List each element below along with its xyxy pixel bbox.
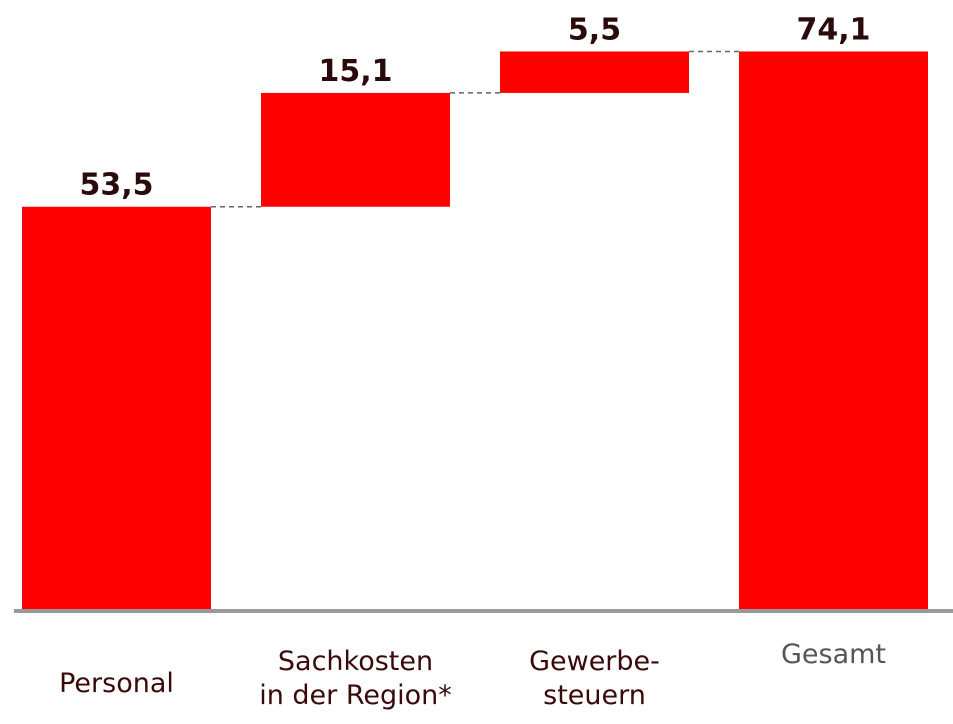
value-label: 53,5 bbox=[79, 168, 153, 203]
x-tick-label: Gesamt bbox=[780, 639, 887, 670]
x-tick-label: Personal bbox=[59, 668, 174, 699]
value-label: 5,5 bbox=[568, 12, 621, 47]
bar bbox=[261, 92, 450, 207]
x-tick-label: Gewerbe- steuern bbox=[529, 646, 660, 711]
bar bbox=[739, 51, 928, 610]
value-label: 74,1 bbox=[796, 12, 870, 47]
bar bbox=[22, 206, 211, 610]
bar bbox=[500, 51, 689, 93]
x-tick-label: Sachkosten in der Region* bbox=[259, 646, 452, 711]
value-label: 15,1 bbox=[318, 54, 392, 89]
